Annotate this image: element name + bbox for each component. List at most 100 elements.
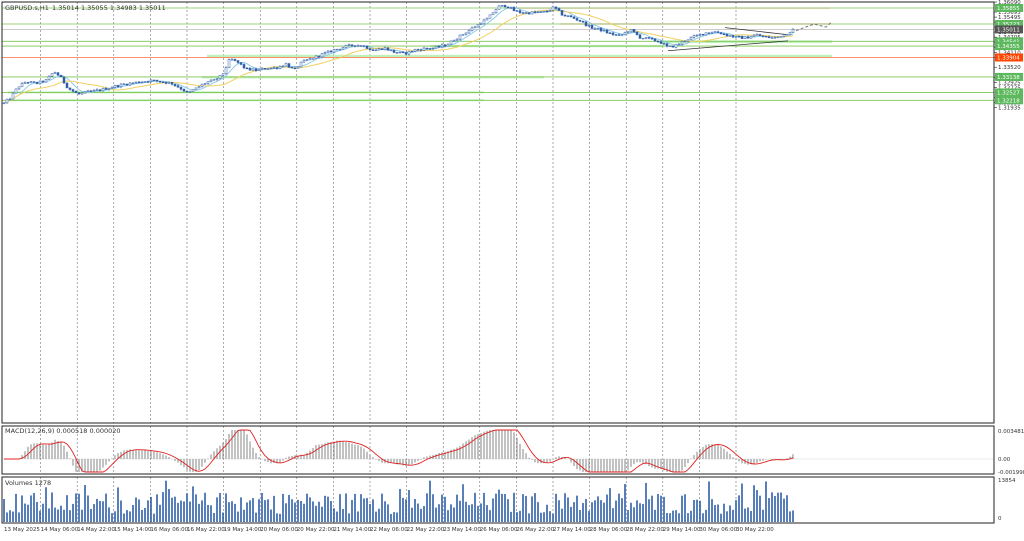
candle-body — [248, 67, 252, 71]
candle-body — [368, 48, 372, 51]
price-tick-label: 1.31935 — [998, 105, 1021, 111]
candle-body — [263, 67, 267, 70]
time-tick-label: 27 May 14:00 — [553, 527, 591, 533]
time-tick-label: 29 May 14:00 — [663, 527, 701, 533]
candle-body — [761, 35, 765, 37]
candle-body — [482, 19, 486, 25]
candle-body — [638, 34, 642, 39]
candle-body — [524, 12, 528, 14]
candle-body — [539, 11, 543, 13]
candle-body — [269, 67, 273, 70]
time-tick-label: 16 May 22:00 — [187, 527, 225, 533]
candle-body — [707, 32, 711, 34]
candle-body — [404, 52, 408, 55]
candle-body — [209, 79, 213, 82]
candle-body — [65, 82, 69, 89]
candle-body — [350, 44, 354, 46]
time-tick-label: 28 May 22:00 — [626, 527, 664, 533]
candle-body — [317, 55, 321, 58]
time-tick-label: 16 May 06:00 — [150, 527, 188, 533]
candle-body — [728, 35, 732, 37]
candle-body — [311, 58, 315, 60]
price-tick-label: 1.35495 — [998, 15, 1021, 21]
candle-body — [527, 12, 531, 15]
candle-body — [713, 31, 717, 33]
candle-body — [488, 14, 492, 19]
price-tick-label: 1.32925 — [998, 80, 1021, 86]
candle-body — [326, 50, 330, 53]
level-tag — [995, 20, 1023, 29]
candle-body — [35, 82, 39, 84]
candle-body — [533, 11, 537, 13]
candle-body — [392, 49, 396, 53]
candle-body — [557, 8, 561, 11]
candle-body — [452, 40, 456, 42]
candle-body — [185, 90, 189, 93]
candle-body — [260, 67, 264, 70]
candle-body — [506, 6, 510, 9]
candle-body — [656, 40, 660, 43]
candle-body — [74, 91, 78, 94]
candle-body — [431, 47, 435, 50]
candle-body — [161, 81, 165, 83]
candle-body — [407, 50, 411, 55]
level-tag — [995, 88, 1023, 97]
candle-body — [575, 18, 579, 21]
candle-body — [617, 34, 621, 36]
candle-body — [686, 39, 690, 42]
time-tick-label: 30 May 06:00 — [699, 527, 737, 533]
candle-body — [299, 61, 303, 68]
candle-body — [164, 81, 168, 84]
candle-body — [581, 20, 585, 23]
candle-body — [563, 15, 567, 17]
time-tick-label: 28 May 06:00 — [590, 527, 628, 533]
candle-body — [596, 27, 600, 30]
candle-body — [446, 43, 450, 47]
price-zone — [660, 40, 832, 44]
candle-body — [257, 68, 261, 71]
candle-body — [77, 92, 81, 95]
candle-body — [785, 33, 789, 36]
candle-body — [629, 29, 633, 33]
level-tag-label: 1.34355 — [997, 44, 1020, 50]
candle-body — [569, 15, 573, 18]
candle-body — [731, 35, 735, 38]
candle-body — [80, 92, 84, 95]
candle-body — [791, 29, 795, 33]
candle-body — [2, 102, 6, 104]
candle-body — [308, 58, 312, 61]
candle-body — [383, 47, 387, 50]
candle-body — [152, 79, 156, 82]
time-tick-label: 30 May 22:00 — [736, 527, 774, 533]
candle-body — [218, 75, 222, 80]
candle-body — [20, 83, 24, 88]
candle-body — [491, 12, 495, 16]
candle-body — [512, 7, 516, 12]
candle-body — [674, 44, 678, 48]
ma-slow-line — [3, 9, 794, 104]
candle-body — [371, 49, 375, 51]
candle-body — [113, 85, 117, 88]
candle-body — [332, 49, 336, 53]
candle-body — [59, 74, 63, 78]
candle-body — [347, 44, 351, 46]
candle-body — [167, 82, 171, 84]
candle-body — [68, 87, 72, 90]
candle-body — [56, 72, 60, 76]
volumes-label: Volumes 1278 — [5, 479, 51, 487]
candle-body — [377, 48, 381, 51]
macd-panel-frame — [1, 425, 995, 475]
candle-body — [284, 63, 288, 67]
candle-body — [224, 67, 228, 74]
candle-body — [251, 68, 255, 71]
candle-body — [500, 5, 504, 7]
candle-body — [200, 84, 204, 87]
candle-body — [137, 81, 141, 84]
candle-body — [71, 89, 75, 92]
candle-body — [149, 79, 153, 82]
candle-body — [176, 85, 180, 88]
candle-body — [92, 89, 96, 92]
volume-panel-frame — [1, 476, 995, 524]
